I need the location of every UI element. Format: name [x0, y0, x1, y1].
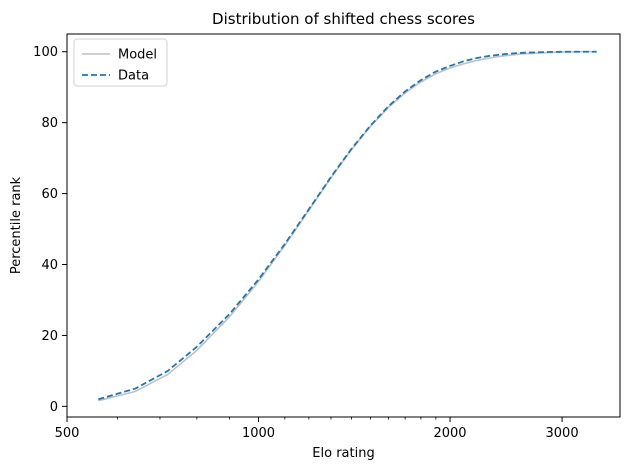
- plot-frame: [66, 33, 621, 418]
- x-tick-label: 2000: [433, 426, 466, 441]
- legend-label-model: Model: [118, 48, 157, 63]
- y-tick-label: 80: [41, 116, 58, 131]
- y-tick-label: 20: [41, 329, 58, 344]
- series-line-data: [98, 50, 597, 401]
- y-tick-label: 60: [41, 187, 58, 202]
- chart-title: Distribution of shifted chess scores: [212, 10, 475, 28]
- legend-label-data: Data: [118, 69, 149, 84]
- x-axis-label: Elo rating: [312, 446, 374, 461]
- x-tick-label: 500: [55, 426, 80, 441]
- y-axis-label: Percentile rank: [9, 176, 24, 274]
- y-tick-label: 100: [33, 45, 58, 60]
- y-tick-label: 0: [50, 400, 58, 415]
- x-tick-label: 3000: [546, 426, 579, 441]
- series-layer: [98, 50, 597, 402]
- legend: Model Data: [73, 38, 168, 87]
- axes-layer: 500 1000 2000 3000 0 20 40 60 80 100: [33, 33, 621, 441]
- y-tick-label: 40: [41, 258, 58, 273]
- x-tick-label: 1000: [242, 426, 275, 441]
- legend-box: [73, 38, 168, 87]
- series-line-model: [98, 50, 597, 402]
